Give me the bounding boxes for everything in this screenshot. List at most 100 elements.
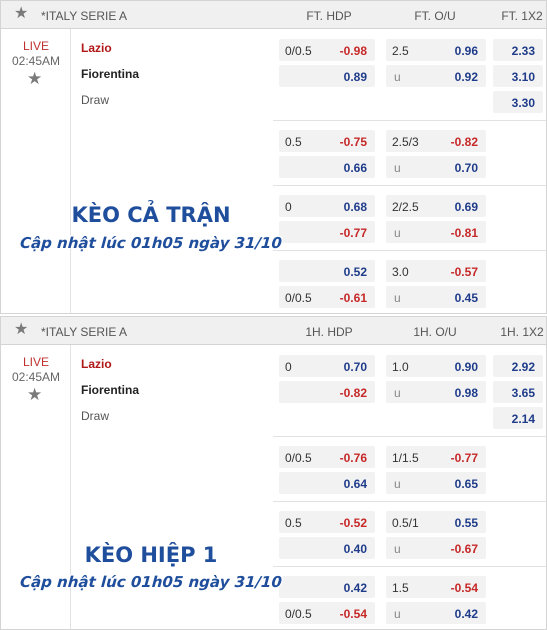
hdp-odds-cell[interactable]: 0.66 xyxy=(279,156,375,178)
favorite-star-icon[interactable]: ★ xyxy=(27,385,43,404)
ou-odds-cell[interactable]: 3.0 -0.57 xyxy=(386,260,486,282)
ou-line: 1/1.5 xyxy=(392,451,419,465)
hdp-line: 0.5 xyxy=(285,516,302,530)
x12-price: 3.10 xyxy=(511,70,535,84)
odds-group xyxy=(273,436,546,501)
hdp-price: -0.82 xyxy=(339,386,367,400)
hdp-line: 0/0.5 xyxy=(285,291,312,305)
league-name[interactable]: *ITALY SERIE A xyxy=(41,9,128,23)
hdp-price: 0.40 xyxy=(343,542,367,556)
hdp-price: 0.68 xyxy=(343,200,367,214)
hdp-price: -0.54 xyxy=(339,607,367,621)
ou-odds-cell[interactable]: 1.0 0.90 xyxy=(386,355,486,377)
hdp-price: -0.76 xyxy=(339,451,367,465)
ou-odds-cell[interactable]: 1.5 -0.54 xyxy=(386,576,486,598)
draw-label: Draw xyxy=(81,93,110,107)
ou-price: 0.65 xyxy=(454,477,478,491)
ou-odds-cell[interactable]: 1/1.5 -0.77 xyxy=(386,446,486,468)
ou-odds-cell[interactable]: 2.5/3 -0.82 xyxy=(386,130,486,152)
ou-line: u xyxy=(394,70,401,84)
match-time: 02:45AM xyxy=(11,370,61,384)
x12-odds-cell[interactable]: 3.10 xyxy=(493,65,543,87)
ou-line: u xyxy=(394,542,401,556)
ou-price: 0.98 xyxy=(454,386,478,400)
hdp-odds-cell[interactable]: 0/0.5 -0.54 xyxy=(279,602,375,624)
ou-price: 0.70 xyxy=(454,161,478,175)
star-icon[interactable]: ★ xyxy=(14,5,29,22)
ou-price: 0.45 xyxy=(454,291,478,305)
ou-odds-cell[interactable]: u 0.70 xyxy=(386,156,486,178)
hdp-line: 0.5 xyxy=(285,135,302,149)
ou-line: u xyxy=(394,477,401,491)
ou-line: 1.5 xyxy=(392,581,409,595)
hdp-line: 0 xyxy=(285,200,292,214)
x12-odds-cell[interactable]: 2.92 xyxy=(493,355,543,377)
ou-price: -0.77 xyxy=(450,451,478,465)
ou-price: 0.55 xyxy=(454,516,478,530)
hdp-price: -0.75 xyxy=(339,135,367,149)
hdp-odds-cell[interactable]: 0/0.5 -0.98 xyxy=(279,39,375,61)
hdp-odds-cell[interactable]: 0/0.5 -0.76 xyxy=(279,446,375,468)
hdp-odds-cell[interactable]: 0 0.68 xyxy=(279,195,375,217)
ou-price: 0.90 xyxy=(454,360,478,374)
hdp-odds-cell[interactable]: -0.77 xyxy=(279,221,375,243)
star-icon[interactable]: ★ xyxy=(14,321,29,338)
ou-price: -0.82 xyxy=(450,135,478,149)
home-team[interactable]: Lazio xyxy=(81,41,112,55)
hdp-odds-cell[interactable]: 0 0.70 xyxy=(279,355,375,377)
hdp-odds-cell[interactable]: 0.64 xyxy=(279,472,375,494)
hdp-odds-cell[interactable]: 0.52 xyxy=(279,260,375,282)
ou-odds-cell[interactable]: u 0.98 xyxy=(386,381,486,403)
league-name[interactable]: *ITALY SERIE A xyxy=(41,325,128,339)
hdp-price: 0.52 xyxy=(343,265,367,279)
ou-odds-cell[interactable]: 2.5 0.96 xyxy=(386,39,486,61)
hdp-odds-cell[interactable]: 0.5 -0.52 xyxy=(279,511,375,533)
x12-odds-cell[interactable]: 3.30 xyxy=(493,91,543,113)
ou-price: -0.67 xyxy=(450,542,478,556)
live-status: LIVE xyxy=(22,39,49,53)
hdp-odds-cell[interactable]: 0.40 xyxy=(279,537,375,559)
hdp-line: 0 xyxy=(285,360,292,374)
ou-odds-cell[interactable]: u -0.67 xyxy=(386,537,486,559)
ou-odds-cell[interactable]: 0.5/1 0.55 xyxy=(386,511,486,533)
ou-odds-cell[interactable]: u 0.92 xyxy=(386,65,486,87)
col-1x2-header: FT. 1X2 xyxy=(501,9,543,23)
ou-odds-cell[interactable]: u 0.42 xyxy=(386,602,486,624)
ou-odds-cell[interactable]: u 0.45 xyxy=(386,286,486,308)
ou-odds-cell[interactable]: u 0.65 xyxy=(386,472,486,494)
col-hdp-header: 1H. HDP xyxy=(305,325,353,339)
hdp-price: 0.42 xyxy=(343,581,367,595)
away-team[interactable]: Fiorentina xyxy=(81,383,140,397)
ou-line: 2.5/3 xyxy=(392,135,419,149)
hdp-odds-cell[interactable]: 0.42 xyxy=(279,576,375,598)
match-time: 02:45AM xyxy=(11,54,61,68)
ou-price: 0.42 xyxy=(454,607,478,621)
hdp-price: -0.61 xyxy=(339,291,367,305)
hdp-price: 0.70 xyxy=(343,360,367,374)
match-info: LIVE 02:45AM ★ xyxy=(1,345,71,629)
overlay-subtitle: Cập nhật lúc 01h05 ngày 31/10 xyxy=(19,234,283,252)
ou-line: u xyxy=(394,226,401,240)
home-team[interactable]: Lazio xyxy=(81,357,112,371)
hdp-odds-cell[interactable]: 0/0.5 -0.61 xyxy=(279,286,375,308)
odds-group xyxy=(273,250,546,315)
hdp-price: 0.89 xyxy=(343,70,367,84)
x12-odds-cell[interactable]: 3.65 xyxy=(493,381,543,403)
hdp-odds-cell[interactable]: -0.82 xyxy=(279,381,375,403)
ou-odds-cell[interactable]: u -0.81 xyxy=(386,221,486,243)
favorite-star-icon[interactable]: ★ xyxy=(27,69,43,88)
ou-line: 0.5/1 xyxy=(392,516,419,530)
x12-odds-cell[interactable]: 2.33 xyxy=(493,39,543,61)
away-team[interactable]: Fiorentina xyxy=(81,67,140,81)
ou-odds-cell[interactable]: 2/2.5 0.69 xyxy=(386,195,486,217)
draw-label: Draw xyxy=(81,409,110,423)
hdp-odds-cell[interactable]: 0.89 xyxy=(279,65,375,87)
ou-line: u xyxy=(394,291,401,305)
x12-odds-cell[interactable]: 2.14 xyxy=(493,407,543,429)
live-status: LIVE xyxy=(22,355,49,369)
hdp-odds-cell[interactable]: 0.5 -0.75 xyxy=(279,130,375,152)
col-hdp-header: FT. HDP xyxy=(306,9,352,23)
ou-price: 0.92 xyxy=(454,70,478,84)
hdp-line: 0/0.5 xyxy=(285,451,312,465)
ou-line: u xyxy=(394,161,401,175)
